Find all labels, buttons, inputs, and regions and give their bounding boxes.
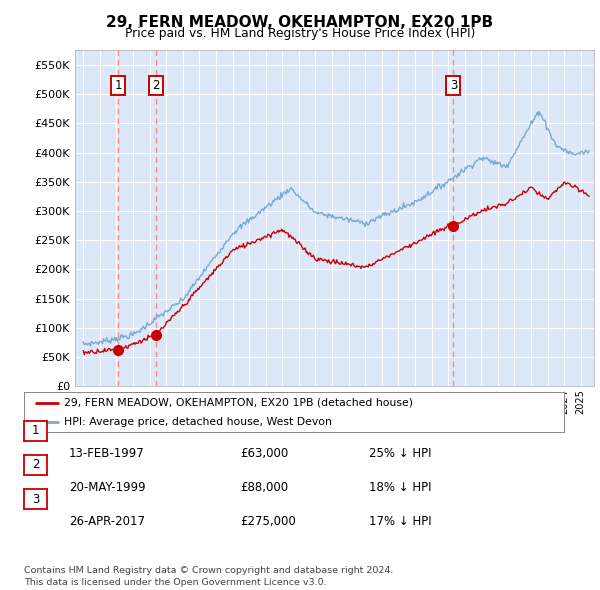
Text: 2: 2 bbox=[32, 458, 39, 471]
Text: 20-MAY-1999: 20-MAY-1999 bbox=[69, 481, 146, 494]
Text: 17% ↓ HPI: 17% ↓ HPI bbox=[369, 515, 431, 528]
Text: 1: 1 bbox=[32, 424, 39, 437]
Text: HPI: Average price, detached house, West Devon: HPI: Average price, detached house, West… bbox=[65, 417, 332, 427]
Text: 3: 3 bbox=[450, 79, 457, 92]
Text: 18% ↓ HPI: 18% ↓ HPI bbox=[369, 481, 431, 494]
Text: 25% ↓ HPI: 25% ↓ HPI bbox=[369, 447, 431, 460]
Text: 29, FERN MEADOW, OKEHAMPTON, EX20 1PB: 29, FERN MEADOW, OKEHAMPTON, EX20 1PB bbox=[106, 15, 494, 30]
Text: £88,000: £88,000 bbox=[240, 481, 288, 494]
Text: 2: 2 bbox=[152, 79, 160, 92]
Text: £63,000: £63,000 bbox=[240, 447, 288, 460]
Text: Contains HM Land Registry data © Crown copyright and database right 2024.
This d: Contains HM Land Registry data © Crown c… bbox=[24, 566, 394, 587]
Text: 3: 3 bbox=[32, 493, 39, 506]
Text: Price paid vs. HM Land Registry's House Price Index (HPI): Price paid vs. HM Land Registry's House … bbox=[125, 27, 475, 40]
Text: 13-FEB-1997: 13-FEB-1997 bbox=[69, 447, 145, 460]
Text: 1: 1 bbox=[115, 79, 122, 92]
Text: 26-APR-2017: 26-APR-2017 bbox=[69, 515, 145, 528]
Text: 29, FERN MEADOW, OKEHAMPTON, EX20 1PB (detached house): 29, FERN MEADOW, OKEHAMPTON, EX20 1PB (d… bbox=[65, 398, 413, 408]
Text: £275,000: £275,000 bbox=[240, 515, 296, 528]
